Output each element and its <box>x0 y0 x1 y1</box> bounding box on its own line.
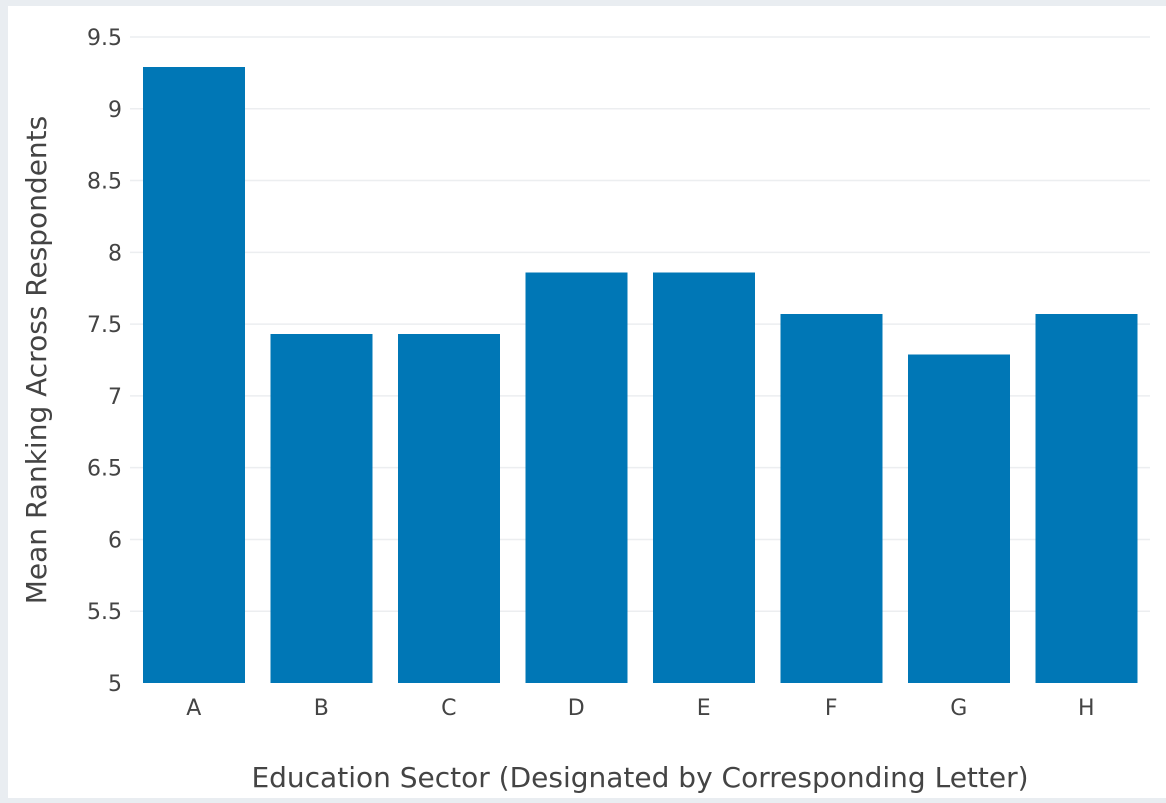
chart-panel: 5 5.5 6 6.5 7 7.5 8 8.5 9 9.5 A B C D E F G H Education … <box>8 6 1166 798</box>
y-tick-label: 7 <box>108 385 122 410</box>
bar-e[interactable] <box>652 272 755 683</box>
bar-a[interactable] <box>142 67 245 683</box>
x-tick-label: G <box>950 696 967 721</box>
y-tick-label: 8 <box>108 241 122 266</box>
x-tick-label: C <box>441 696 456 721</box>
y-tick-label: 9.5 <box>87 26 122 51</box>
bar-b[interactable] <box>270 334 373 683</box>
x-tick-label: B <box>314 696 329 721</box>
y-tick-label: 8.5 <box>87 170 122 195</box>
y-tick-label: 6.5 <box>87 457 122 482</box>
y-tick-labels: 5 5.5 6 6.5 7 7.5 8 8.5 9 9.5 <box>87 26 122 697</box>
x-tick-label: H <box>1078 696 1095 721</box>
bar-chart: 5 5.5 6 6.5 7 7.5 8 8.5 9 9.5 A B C D E F G H Education … <box>20 26 1150 794</box>
x-axis-title: Education Sector (Designated by Correspo… <box>251 761 1028 794</box>
bar-g[interactable] <box>907 354 1010 683</box>
bars <box>142 67 1138 683</box>
y-tick-label: 5.5 <box>87 600 122 625</box>
y-tick-label: 7.5 <box>87 313 122 338</box>
x-tick-label: D <box>568 696 585 721</box>
y-tick-label: 6 <box>108 528 122 553</box>
x-tick-label: A <box>186 696 201 721</box>
y-axis-title: Mean Ranking Across Respondents <box>20 116 53 604</box>
x-tick-labels: A B C D E F G H <box>186 696 1094 721</box>
y-tick-label: 9 <box>108 98 122 123</box>
y-tick-label: 5 <box>108 672 122 697</box>
x-tick-label: F <box>825 696 838 721</box>
bar-f[interactable] <box>780 314 883 683</box>
bar-c[interactable] <box>397 334 500 683</box>
x-tick-label: E <box>697 696 711 721</box>
bar-d[interactable] <box>525 272 628 683</box>
bar-h[interactable] <box>1035 314 1138 683</box>
